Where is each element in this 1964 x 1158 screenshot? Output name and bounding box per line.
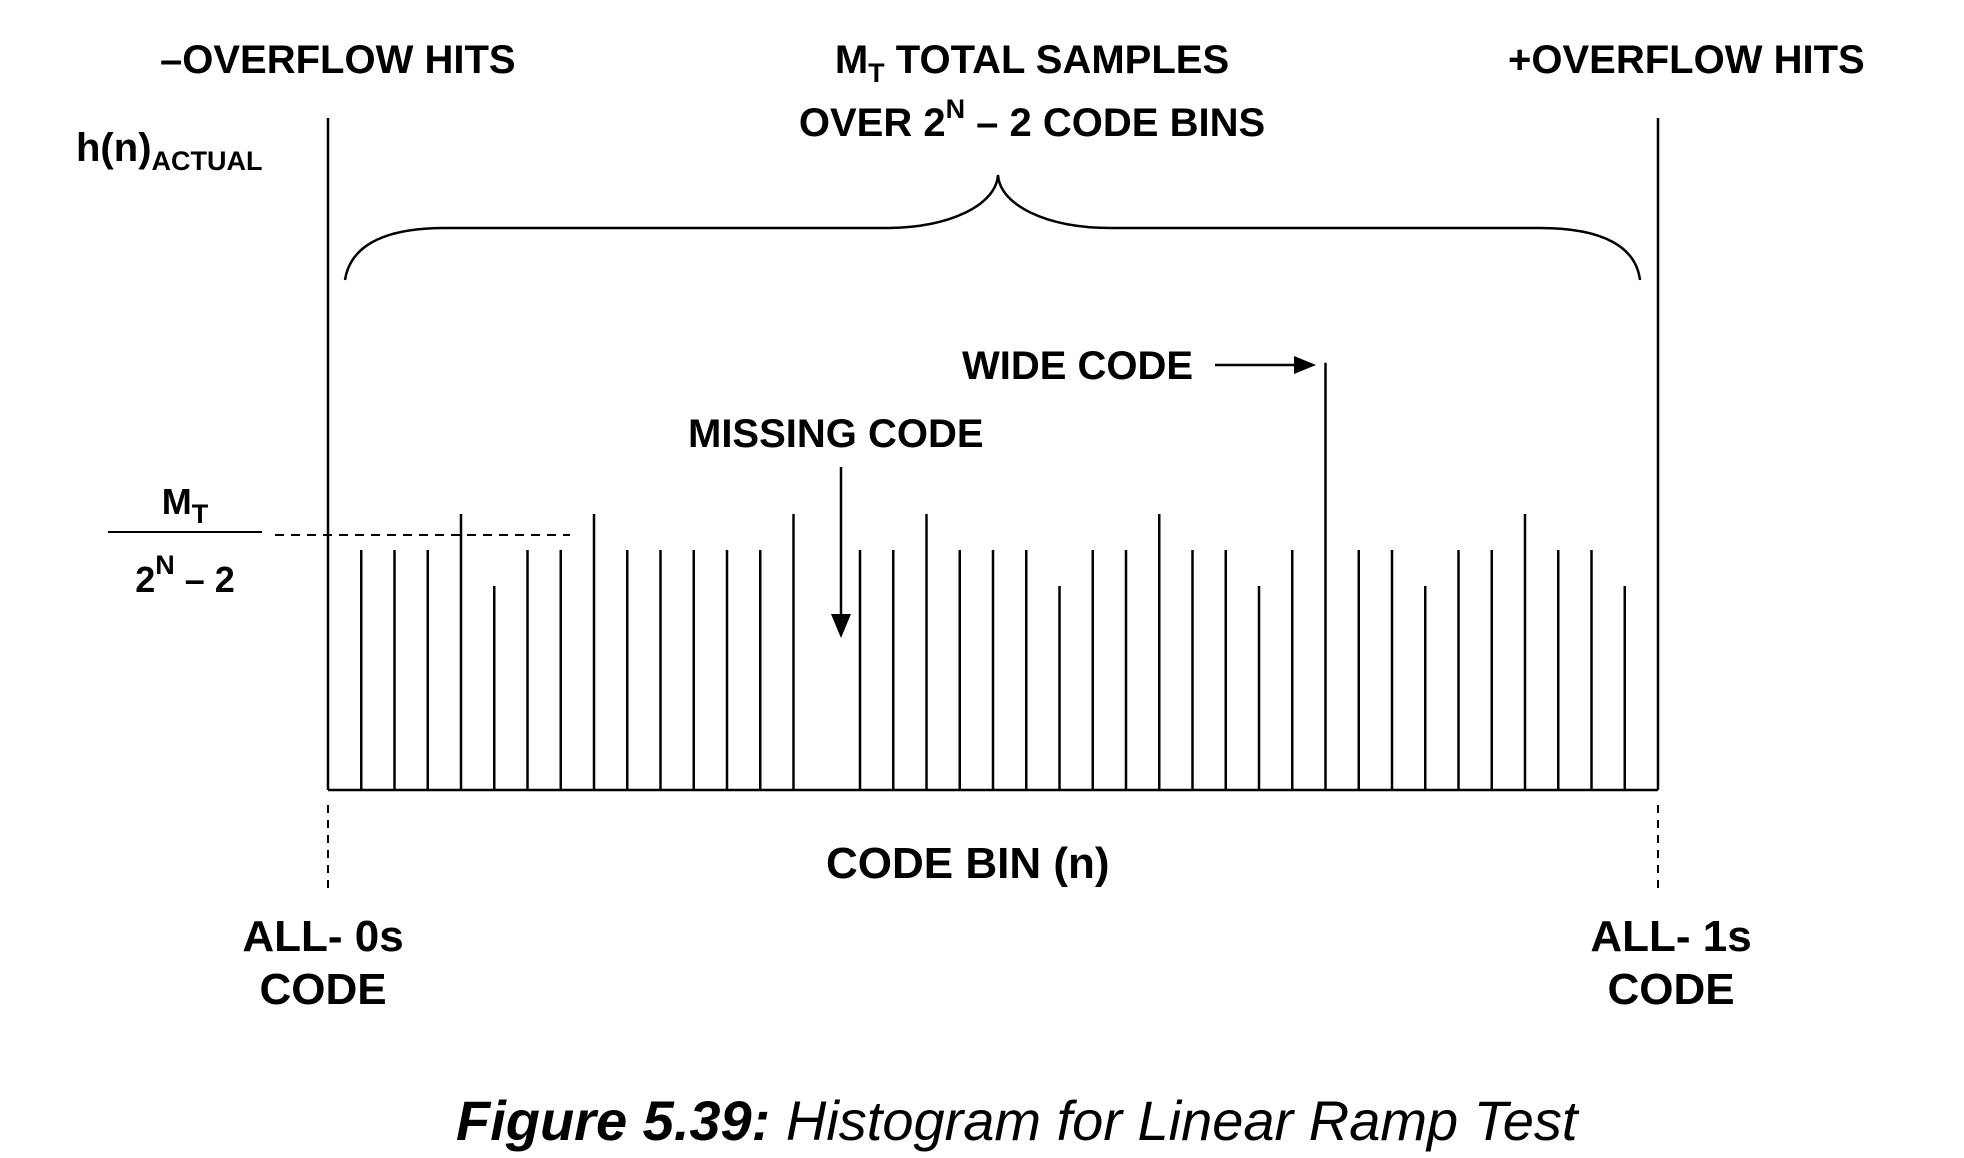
code-bins-suffix: – 2 CODE BINS — [965, 101, 1266, 145]
y-axis-label: h(n)ACTUAL — [76, 128, 263, 175]
caption-figure-number: Figure 5.39: — [456, 1089, 771, 1152]
y-axis-main: h(n) — [76, 126, 152, 170]
all-ones-label-line2: CODE — [1607, 965, 1735, 1014]
missing-code-label: MISSING CODE — [688, 412, 984, 456]
all-ones-label-line1: ALL- 1s — [1590, 912, 1752, 961]
all-zeros-label-line1: ALL- 0s — [242, 912, 404, 961]
ideal-denominator-suffix: – 2 — [174, 559, 235, 600]
ideal-fraction-numerator: MT — [108, 484, 262, 528]
caption-title: Histogram for Linear Ramp Test — [770, 1089, 1578, 1152]
missing-code-arrowhead — [831, 614, 851, 638]
figure-caption: Figure 5.39: Histogram for Linear Ramp T… — [456, 1093, 1577, 1149]
total-samples-m: M — [834, 38, 869, 82]
positive-overflow-label: +OVERFLOW HITS — [1508, 38, 1865, 82]
wide-code-label: WIDE CODE — [962, 344, 1194, 388]
x-axis-label: CODE BIN (n) — [826, 839, 1110, 888]
ideal-numerator-m: M — [161, 481, 192, 522]
code-bins-prefix: OVER 2 — [798, 101, 946, 145]
code-bins-label: OVER 2N – 2 CODE BINS — [732, 94, 1332, 145]
ideal-fraction-denominator: 2N – 2 — [108, 552, 262, 598]
code-bins-superscript: N — [945, 94, 966, 124]
total-samples-label: MT TOTAL SAMPLES — [732, 40, 1332, 87]
histogram-bars — [326, 118, 1660, 790]
all-zeros-label-line2: CODE — [259, 965, 387, 1014]
negative-overflow-label: –OVERFLOW HITS — [160, 38, 516, 82]
total-samples-subscript: T — [868, 58, 885, 88]
ideal-numerator-subscript: T — [191, 499, 209, 529]
ideal-denominator-superscript: N — [155, 550, 175, 580]
wide-code-arrowhead — [1294, 356, 1316, 374]
y-axis-subscript: ACTUAL — [151, 146, 263, 176]
total-samples-text: TOTAL SAMPLES — [884, 38, 1230, 82]
total-samples-brace — [343, 174, 1642, 281]
ideal-denominator-prefix: 2 — [135, 559, 156, 600]
